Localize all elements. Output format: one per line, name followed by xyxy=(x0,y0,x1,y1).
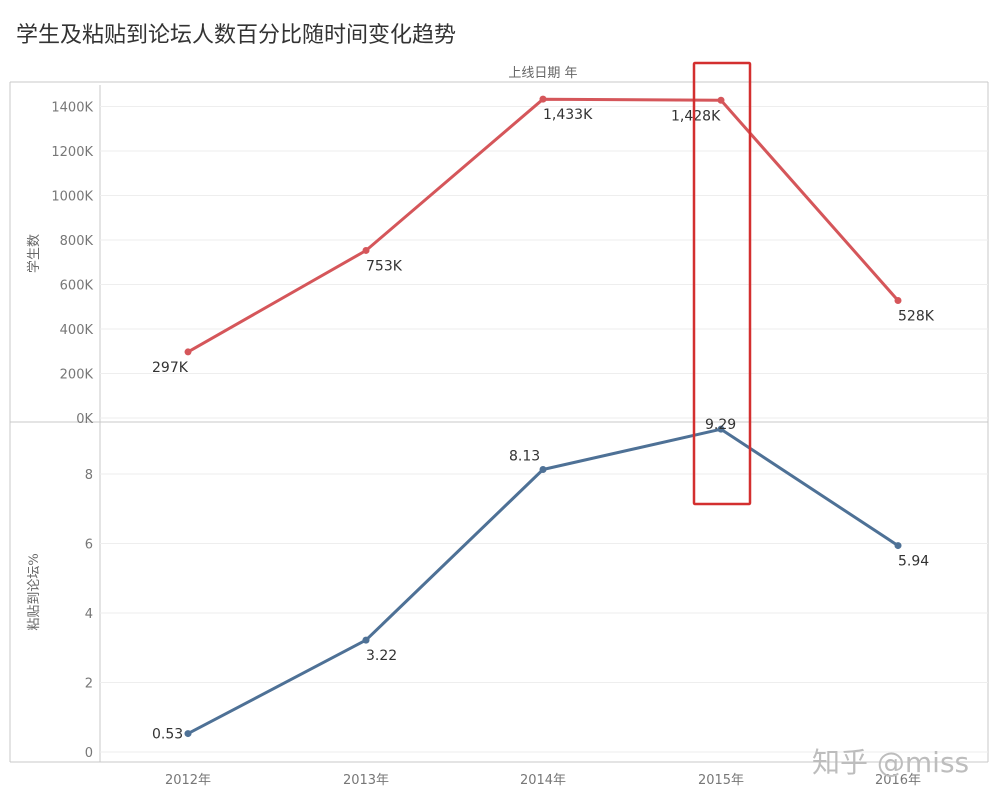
students-y-axis-title: 学生数 xyxy=(26,234,42,273)
students-data-label: 753K xyxy=(366,258,403,274)
series-layer: 297K 753K 1,433K 1,428K 528K 0.53 3.22 8.13 9.29… xyxy=(152,95,935,743)
paste-rate-data-label: 0.53 xyxy=(152,727,183,743)
paste-rate-y-tick-label: 4 xyxy=(85,607,93,622)
students-y-tick-label: 800K xyxy=(60,234,94,249)
paste-rate-data-label: 9.29 xyxy=(705,417,736,433)
highlight-layer xyxy=(692,61,752,506)
chart-title: 学生及粘贴到论坛人数百分比随时间变化趋势 xyxy=(16,23,456,48)
students-y-tick-label: 1200K xyxy=(51,145,93,160)
paste-rate-y-axis-title: 粘贴到论坛% xyxy=(27,553,42,630)
students-series-line xyxy=(186,97,900,354)
paste-rate-data-point xyxy=(184,730,192,738)
x-tick-labels: 2012年 2013年 2014年 2015年 2016年 xyxy=(165,773,921,788)
students-data-point xyxy=(894,297,902,305)
x-tick-label: 2013年 xyxy=(343,773,389,788)
paste-rate-series-line xyxy=(186,427,900,736)
paste-rate-y-tick-label: 8 xyxy=(85,468,93,483)
paste-rate-y-tick-label: 6 xyxy=(85,538,93,553)
students-data-label: 528K xyxy=(898,309,935,325)
students-data-label: 1,428K xyxy=(671,108,721,124)
students-y-tick-label: 200K xyxy=(60,368,94,383)
students-y-tick-label: 600K xyxy=(60,279,94,294)
paste-rate-data-label: 3.22 xyxy=(366,648,397,664)
gridlines xyxy=(100,106,988,753)
students-y-tick-label: 400K xyxy=(60,323,94,338)
chart-frame xyxy=(9,81,989,763)
x-tick-label: 2012年 xyxy=(165,773,211,788)
paste-rate-data-point xyxy=(894,542,902,550)
students-data-point xyxy=(539,95,547,103)
paste-rate-y-tick-label: 0 xyxy=(85,746,93,761)
y-tick-labels: 0K 200K 400K 600K 800K 1000K 1200K 1400K 0 2 4 6 8 xyxy=(51,101,93,762)
highlight-box xyxy=(692,61,752,506)
students-data-label: 297K xyxy=(152,360,189,376)
students-y-tick-label: 0K xyxy=(76,412,93,427)
column-header-label: 上线日期 年 xyxy=(508,66,577,81)
x-tick-label: 2016年 xyxy=(875,773,921,788)
students-y-tick-label: 1400K xyxy=(51,101,93,116)
paste-rate-y-tick-label: 2 xyxy=(85,677,93,692)
watermark-text: 知乎 @miss xyxy=(812,746,969,779)
paste-rate-data-point xyxy=(362,636,370,644)
paste-rate-data-point xyxy=(717,425,725,433)
x-tick-label: 2014年 xyxy=(520,773,566,788)
students-y-tick-label: 1000K xyxy=(51,190,93,205)
students-data-label: 1,433K xyxy=(543,107,593,123)
students-data-point xyxy=(717,96,725,104)
paste-rate-data-label: 8.13 xyxy=(509,448,540,464)
students-data-point xyxy=(184,348,192,356)
x-tick-label: 2015年 xyxy=(698,773,744,788)
paste-rate-data-label: 5.94 xyxy=(898,554,929,570)
paste-rate-data-point xyxy=(539,465,547,473)
students-data-point xyxy=(362,246,370,254)
